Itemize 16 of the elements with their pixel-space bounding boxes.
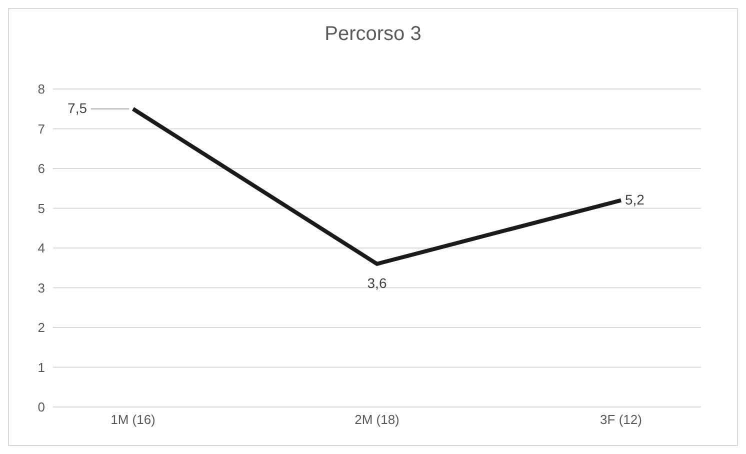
y-tick-label: 5	[38, 200, 45, 216]
y-tick-label: 6	[38, 161, 45, 176]
data-label: 3,6	[367, 274, 387, 291]
y-tick-label: 4	[38, 240, 45, 256]
x-tick-label: 1M (16)	[110, 412, 156, 428]
y-tick-label: 2	[38, 320, 45, 336]
data-label: 7,5	[68, 100, 88, 116]
x-tick-label: 3F (12)	[600, 412, 642, 428]
y-tick-label: 7	[38, 121, 45, 136]
x-tick-label: 2M (18)	[354, 412, 400, 428]
data-label: 5,2	[625, 191, 645, 208]
y-tick-label: 8	[38, 82, 45, 97]
y-tick-label: 3	[38, 280, 45, 296]
chart-title: Percorso 3	[324, 23, 422, 46]
y-tick-label: 0	[38, 400, 45, 415]
y-tick-label: 1	[38, 360, 45, 375]
